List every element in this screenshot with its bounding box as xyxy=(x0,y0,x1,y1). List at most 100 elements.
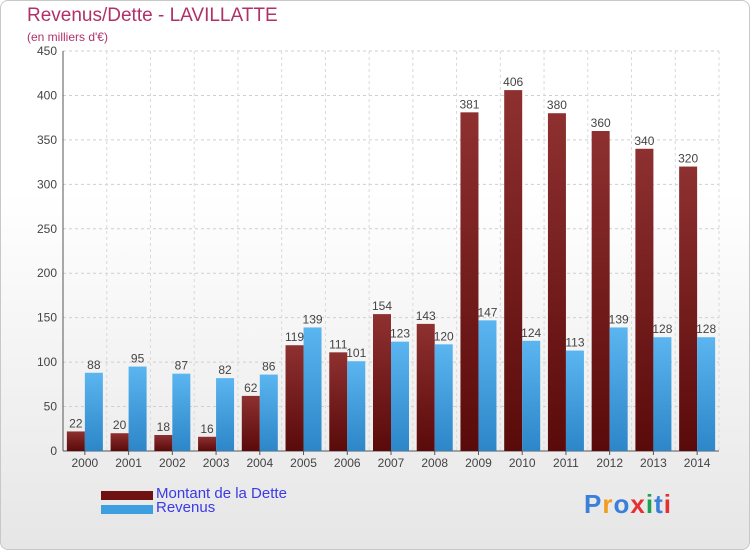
data-label-debt: 18 xyxy=(157,420,171,434)
x-tick-label: 2009 xyxy=(465,456,492,470)
bar-debt xyxy=(679,166,698,452)
y-tick-label: 200 xyxy=(37,266,57,280)
bar-debt xyxy=(285,345,304,451)
x-tick-label: 2008 xyxy=(421,456,448,470)
data-label-revenue: 139 xyxy=(303,312,323,326)
logo-letter: x xyxy=(630,489,646,519)
data-label-debt: 340 xyxy=(634,134,654,148)
y-tick-label: 150 xyxy=(37,311,57,325)
chart-subtitle: (en milliers d'€) xyxy=(27,30,108,44)
y-tick-label: 0 xyxy=(50,444,57,458)
x-tick-label: 2005 xyxy=(290,456,317,470)
data-label-revenue: 101 xyxy=(346,346,366,360)
data-label-revenue: 120 xyxy=(434,329,454,343)
x-tick-label: 2013 xyxy=(640,456,667,470)
data-label-revenue: 128 xyxy=(696,322,716,336)
data-label-revenue: 95 xyxy=(131,352,145,366)
data-label-debt: 320 xyxy=(678,152,698,166)
bar-revenue xyxy=(565,350,584,451)
bar-revenue xyxy=(391,341,409,451)
legend-label-debt: Montant de la Dette xyxy=(156,485,287,502)
y-tick-label: 50 xyxy=(44,400,58,414)
labels: 0 50 100 150 200 250 300 350 400 450 2000 22 88 2001 2… xyxy=(37,44,716,470)
data-label-debt: 406 xyxy=(503,75,523,89)
bar-revenue xyxy=(522,340,541,451)
bar-revenue xyxy=(434,344,453,451)
bar-debt xyxy=(154,435,173,451)
logo-letter: t xyxy=(654,489,664,519)
legend-swatch-debt xyxy=(101,491,153,500)
chart-title: Revenus/Dette - LAVILLATTE xyxy=(27,5,278,26)
bar-debt xyxy=(460,112,479,451)
bar-revenue xyxy=(84,372,103,451)
bar-debt xyxy=(110,433,129,451)
x-tick-label: 2012 xyxy=(596,456,623,470)
bar-debt xyxy=(504,90,523,451)
data-label-revenue: 147 xyxy=(477,305,497,319)
data-label-revenue: 124 xyxy=(521,326,541,340)
data-label-revenue: 123 xyxy=(390,327,410,341)
bar-debt xyxy=(329,352,348,451)
data-label-debt: 143 xyxy=(416,309,436,323)
data-label-revenue: 86 xyxy=(262,360,276,374)
bar-debt xyxy=(241,395,260,451)
logo-letter: r xyxy=(602,489,614,519)
data-label-revenue: 87 xyxy=(175,359,189,373)
bar-debt xyxy=(373,314,391,451)
data-label-debt: 119 xyxy=(285,330,304,344)
x-tick-label: 2004 xyxy=(246,456,273,470)
x-tick-label: 2001 xyxy=(115,456,142,470)
logo-letter: i xyxy=(663,489,672,519)
data-label-revenue: 82 xyxy=(218,363,232,377)
data-label-revenue: 139 xyxy=(609,312,629,326)
logo-letter: i xyxy=(645,489,655,519)
data-label-revenue: 128 xyxy=(652,322,672,336)
bar-revenue xyxy=(478,320,497,451)
x-tick-label: 2007 xyxy=(378,456,405,470)
legend-swatch-revenue xyxy=(101,505,153,514)
data-label-debt: 20 xyxy=(113,418,127,432)
x-tick-label: 2011 xyxy=(553,456,579,470)
bar-debt xyxy=(547,113,566,451)
x-tick-label: 2003 xyxy=(203,456,230,470)
logo-letter: o xyxy=(613,489,631,519)
y-tick-label: 450 xyxy=(37,44,57,58)
bar-debt xyxy=(635,148,654,451)
data-label-debt: 22 xyxy=(69,416,83,430)
data-label-revenue: 88 xyxy=(87,358,101,372)
data-label-debt: 381 xyxy=(459,97,479,111)
y-tick-label: 350 xyxy=(37,133,57,147)
bar-revenue xyxy=(347,361,366,451)
legend-label-revenue: Revenus xyxy=(156,499,216,516)
bar-revenue xyxy=(303,327,322,451)
bar-revenue xyxy=(128,366,147,451)
x-tick-label: 2002 xyxy=(159,456,186,470)
data-label-debt: 154 xyxy=(372,299,392,313)
bar-revenue xyxy=(697,337,716,451)
data-label-revenue: 113 xyxy=(565,336,584,350)
data-label-debt: 111 xyxy=(329,337,348,351)
bar-debt xyxy=(198,436,217,451)
x-tick-label: 2000 xyxy=(72,456,99,470)
y-tick-label: 300 xyxy=(37,177,57,191)
y-tick-label: 400 xyxy=(37,88,57,102)
data-label-debt: 360 xyxy=(591,116,611,130)
y-tick-label: 100 xyxy=(37,355,57,369)
x-tick-label: 2010 xyxy=(509,456,536,470)
bar-debt xyxy=(591,131,610,451)
x-tick-label: 2006 xyxy=(334,456,361,470)
proxiti-logo: Proxiti xyxy=(584,489,672,520)
bar-debt xyxy=(66,431,85,451)
logo-letter: P xyxy=(584,489,603,519)
bar-revenue xyxy=(172,373,191,451)
bar-revenue xyxy=(216,378,235,451)
data-label-debt: 62 xyxy=(244,381,258,395)
bar-revenue xyxy=(653,337,672,451)
bar-debt xyxy=(416,323,435,451)
bar-revenue xyxy=(259,374,278,451)
x-tick-label: 2014 xyxy=(684,456,711,470)
bar-revenue xyxy=(609,327,628,451)
y-tick-label: 250 xyxy=(37,222,57,236)
